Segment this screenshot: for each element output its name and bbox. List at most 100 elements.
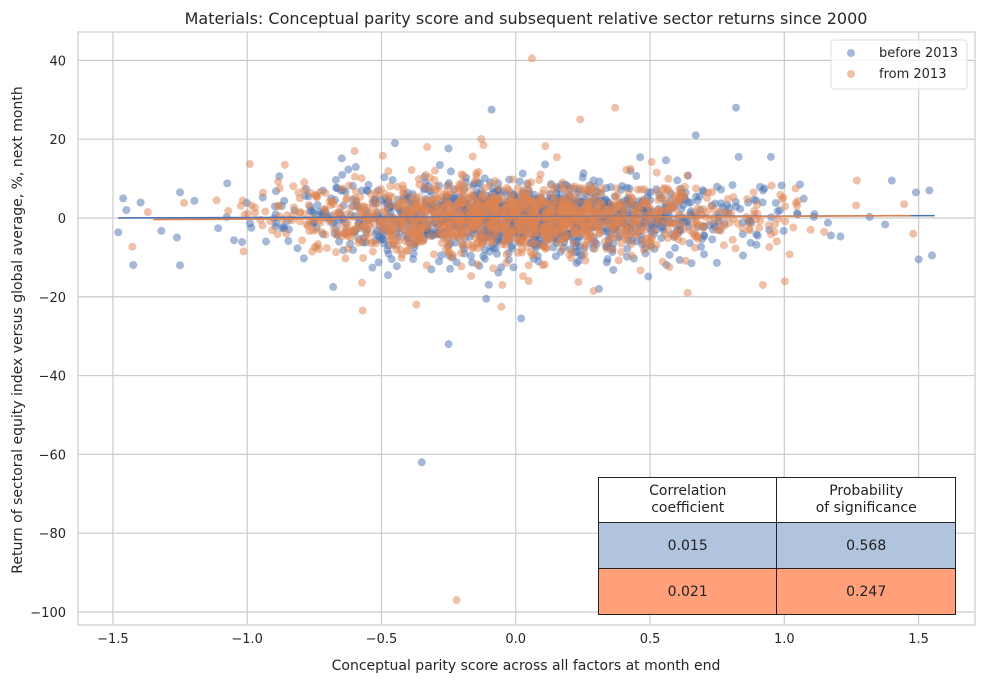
x-tick-label: −1.5: [97, 632, 129, 647]
data-point: [180, 198, 189, 207]
data-point: [584, 221, 593, 230]
data-point: [437, 239, 446, 248]
data-point: [468, 244, 477, 253]
data-point: [498, 219, 507, 228]
data-point: [661, 196, 670, 205]
data-point: [261, 207, 270, 216]
data-point: [359, 254, 368, 263]
data-point: [738, 251, 747, 260]
data-point: [546, 236, 555, 245]
data-point: [697, 242, 706, 251]
data-point: [338, 184, 347, 193]
data-point: [476, 234, 485, 243]
data-point: [572, 259, 581, 268]
data-point: [434, 257, 443, 266]
data-point: [444, 241, 453, 250]
data-point: [435, 194, 444, 203]
data-point: [574, 277, 583, 286]
data-point: [691, 229, 700, 238]
data-point: [329, 200, 338, 209]
data-point: [446, 227, 455, 236]
data-point: [157, 226, 166, 235]
data-point: [338, 232, 347, 241]
data-point: [612, 224, 621, 233]
data-point: [766, 152, 775, 161]
data-point: [457, 178, 466, 187]
data-point: [444, 199, 453, 208]
data-point: [361, 232, 370, 241]
data-point: [562, 198, 571, 207]
data-point: [636, 153, 645, 162]
data-point: [384, 271, 393, 280]
data-point: [430, 176, 439, 185]
data-point: [380, 206, 389, 215]
data-point: [457, 262, 466, 271]
data-point: [426, 232, 435, 241]
data-point: [550, 194, 559, 203]
data-point: [516, 191, 525, 200]
data-point: [661, 156, 670, 165]
data-point: [332, 248, 341, 257]
data-point: [467, 271, 476, 280]
data-point: [224, 206, 233, 215]
data-point: [136, 198, 145, 207]
data-point: [720, 221, 729, 230]
data-point: [501, 240, 510, 249]
data-point: [692, 184, 701, 193]
legend: before 2013 from 2013: [830, 39, 968, 90]
data-point: [699, 205, 708, 214]
data-point: [611, 103, 620, 112]
data-point: [212, 196, 221, 205]
y-tick-label: −80: [39, 527, 66, 542]
data-point: [546, 181, 555, 190]
data-point: [236, 201, 245, 210]
data-point: [357, 174, 366, 183]
data-point: [402, 246, 411, 255]
data-point: [524, 261, 533, 270]
data-point: [246, 219, 255, 228]
data-point: [308, 226, 317, 235]
data-point: [663, 233, 672, 242]
data-point: [268, 226, 277, 235]
data-point: [767, 213, 776, 222]
data-point: [289, 182, 298, 191]
data-point: [581, 256, 590, 265]
data-point: [673, 197, 682, 206]
data-point: [619, 220, 628, 229]
data-point: [758, 280, 767, 289]
x-tick-label: 1.5: [908, 632, 929, 647]
data-point: [466, 192, 475, 201]
data-point: [449, 187, 458, 196]
data-point: [422, 261, 431, 270]
data-point: [515, 177, 524, 186]
data-point: [925, 186, 934, 195]
data-point: [665, 263, 674, 272]
data-point: [612, 204, 621, 213]
data-point: [457, 249, 466, 258]
x-tick-label: −0.5: [366, 632, 398, 647]
data-point: [675, 185, 684, 194]
data-point: [728, 181, 737, 190]
data-point: [435, 160, 444, 169]
data-point: [738, 230, 747, 239]
data-point: [457, 170, 466, 179]
data-point: [565, 250, 574, 259]
data-point: [473, 244, 482, 253]
data-point: [477, 135, 486, 144]
data-point: [528, 251, 537, 260]
data-point: [473, 260, 482, 269]
data-point: [646, 188, 655, 197]
data-point: [779, 226, 788, 235]
data-point: [564, 188, 573, 197]
data-point: [793, 209, 802, 218]
data-point: [553, 222, 562, 231]
data-point: [823, 218, 832, 227]
data-point: [290, 203, 299, 212]
data-point: [489, 244, 498, 253]
data-point: [558, 178, 567, 187]
data-point: [470, 223, 479, 232]
data-point: [536, 241, 545, 250]
data-point: [553, 201, 562, 210]
data-point: [484, 209, 493, 218]
